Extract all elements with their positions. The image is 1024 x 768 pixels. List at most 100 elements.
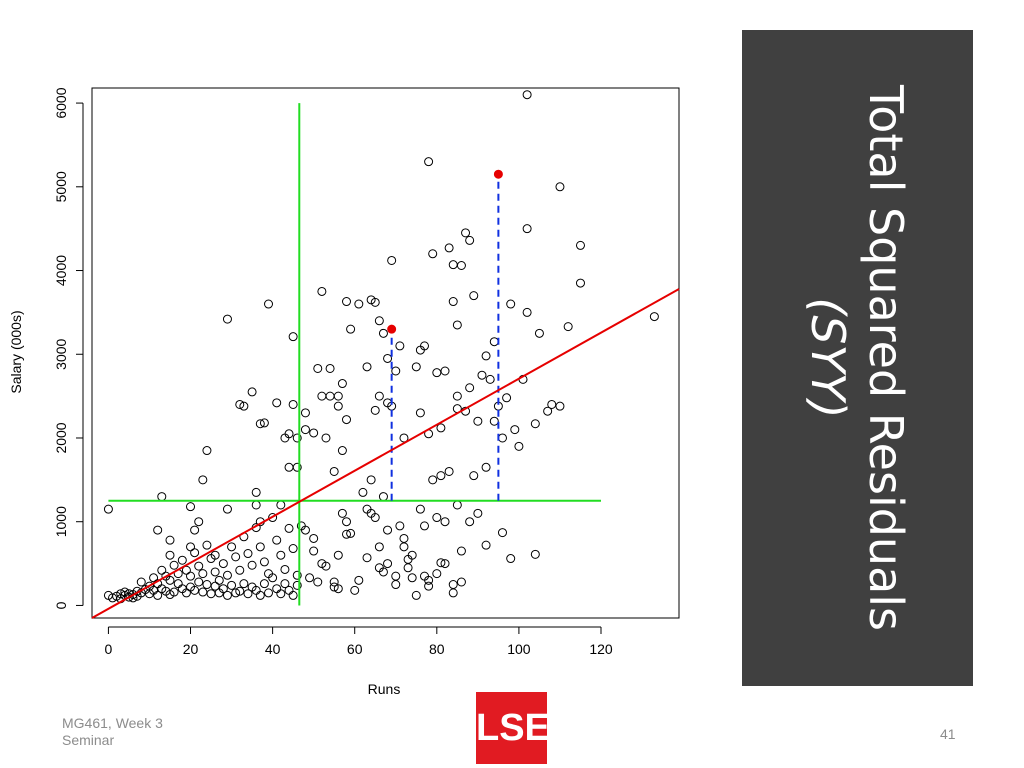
- data-point: [514, 441, 524, 451]
- data-point: [452, 500, 462, 510]
- data-point: [563, 322, 573, 332]
- data-point: [444, 466, 454, 476]
- data-point: [333, 391, 343, 401]
- data-point: [103, 504, 113, 514]
- data-point: [428, 475, 438, 485]
- data-point: [432, 513, 442, 523]
- data-point: [444, 243, 454, 253]
- data-point: [284, 585, 294, 595]
- data-point: [575, 278, 585, 288]
- data-point: [473, 508, 483, 518]
- data-point: [465, 517, 475, 527]
- data-point: [374, 542, 384, 552]
- data-point: [268, 573, 278, 583]
- data-point: [165, 575, 175, 585]
- data-point: [329, 466, 339, 476]
- data-point: [530, 549, 540, 559]
- data-point: [276, 589, 286, 599]
- data-point: [235, 399, 245, 409]
- data-point: [243, 589, 253, 599]
- data-point: [440, 517, 450, 527]
- data-point: [362, 553, 372, 563]
- data-point: [522, 90, 532, 100]
- data-point: [411, 362, 421, 372]
- data-point: [424, 575, 434, 585]
- data-point: [395, 521, 405, 531]
- data-point: [399, 533, 409, 543]
- data-point: [337, 379, 347, 389]
- data-point: [436, 471, 446, 481]
- data-point: [153, 525, 163, 535]
- data-point: [309, 533, 319, 543]
- data-point: [181, 588, 191, 598]
- data-point: [440, 366, 450, 376]
- data-point: [407, 573, 417, 583]
- data-point: [309, 428, 319, 438]
- footer-course-line2: Seminar: [62, 732, 115, 748]
- data-point: [383, 353, 393, 363]
- data-point: [288, 544, 298, 554]
- data-point: [506, 299, 516, 309]
- data-point: [255, 590, 265, 600]
- data-point: [190, 548, 200, 558]
- data-point: [432, 368, 442, 378]
- data-point: [313, 363, 323, 373]
- data-point: [378, 328, 388, 338]
- data-point: [210, 581, 220, 591]
- data-point: [186, 502, 196, 512]
- data-point: [370, 297, 380, 307]
- highlight-point: [387, 324, 397, 334]
- data-point: [370, 513, 380, 523]
- data-point: [255, 419, 265, 429]
- data-point: [399, 542, 409, 552]
- data-point: [153, 590, 163, 600]
- data-point: [649, 312, 659, 322]
- data-point: [251, 487, 261, 497]
- data-point: [300, 425, 310, 435]
- data-point: [383, 559, 393, 569]
- data-point: [165, 535, 175, 545]
- data-point: [465, 235, 475, 245]
- data-point: [530, 419, 540, 429]
- data-point: [391, 580, 401, 590]
- data-point: [194, 517, 204, 527]
- data-point: [547, 399, 557, 409]
- data-point: [366, 475, 376, 485]
- data-point: [317, 286, 327, 296]
- x-tick-label: 60: [347, 641, 363, 657]
- data-point: [288, 399, 298, 409]
- data-point: [575, 240, 585, 250]
- x-tick-label: 0: [105, 641, 113, 657]
- data-point: [346, 528, 356, 538]
- data-point: [452, 391, 462, 401]
- data-point: [383, 525, 393, 535]
- data-point: [288, 332, 298, 342]
- data-point: [284, 462, 294, 472]
- data-point: [181, 565, 191, 575]
- data-point: [231, 588, 241, 598]
- data-point: [317, 391, 327, 401]
- page-number: 41: [940, 726, 956, 742]
- x-axis-label: Runs: [368, 681, 401, 697]
- data-point: [149, 573, 159, 583]
- data-point: [448, 260, 458, 270]
- data-point: [415, 504, 425, 514]
- data-point: [227, 542, 237, 552]
- y-tick-label: 4000: [53, 255, 69, 286]
- data-point: [424, 157, 434, 167]
- data-point: [456, 577, 466, 587]
- data-point: [469, 471, 479, 481]
- scatter-plot: 0 1000 2000 3000 4000 5000 6000 0 20 40 60 80 100 12…: [8, 87, 680, 697]
- data-point: [272, 535, 282, 545]
- data-point: [510, 425, 520, 435]
- data-point: [358, 487, 368, 497]
- regression-line: [91, 288, 680, 619]
- data-point: [448, 580, 458, 590]
- data-point: [198, 475, 208, 485]
- data-point: [292, 462, 302, 472]
- data-point: [177, 555, 187, 565]
- data-point: [157, 492, 167, 502]
- data-point: [456, 261, 466, 271]
- data-point: [206, 589, 216, 599]
- data-point: [387, 255, 397, 265]
